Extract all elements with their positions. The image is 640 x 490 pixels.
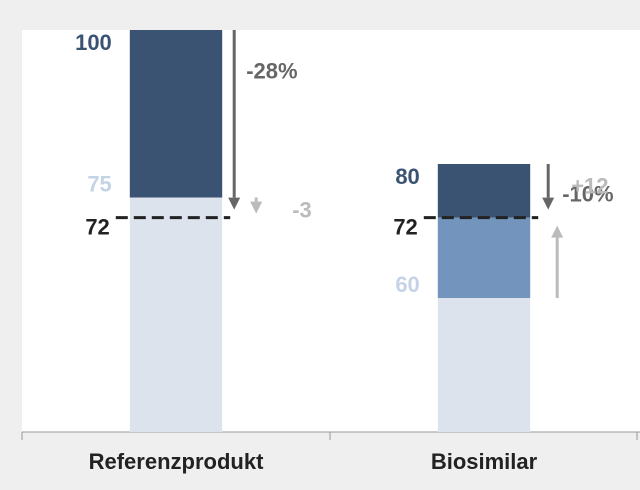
- reference-label: 72: [393, 214, 417, 239]
- change-label: -3: [292, 197, 312, 222]
- change-arrowhead: [542, 197, 555, 210]
- change-label: -28%: [246, 58, 297, 83]
- level-label: 100: [75, 30, 112, 55]
- level-label: 80: [395, 164, 419, 189]
- bar-segment: [437, 164, 531, 218]
- change-arrowhead: [551, 225, 564, 238]
- bar-segment: [129, 197, 223, 432]
- level-label: 60: [395, 272, 419, 297]
- change-label: -10%: [562, 181, 613, 206]
- plot-area: [22, 30, 640, 432]
- x-tick-label: Biosimilar: [431, 449, 538, 474]
- change-arrowhead: [228, 197, 241, 210]
- reference-label: 72: [85, 214, 109, 239]
- bar-segment: [129, 30, 223, 198]
- bar-segment: [437, 298, 531, 432]
- level-label: 75: [87, 171, 111, 196]
- change-label: +12: [571, 173, 608, 198]
- bar-segment: [437, 217, 531, 298]
- change-arrowhead: [250, 201, 263, 214]
- x-tick-label: Referenzprodukt: [89, 449, 264, 474]
